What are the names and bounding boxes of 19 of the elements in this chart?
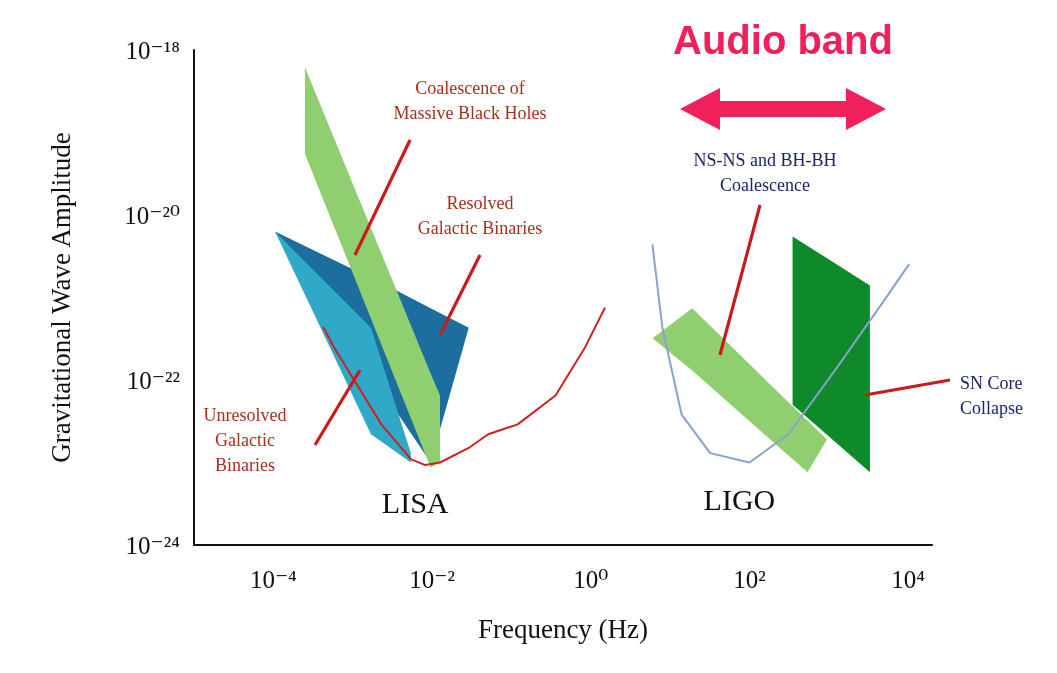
y-tick-label: 10⁻²⁰ [124,201,180,229]
x-tick-label: 10⁻² [409,566,455,593]
series-label: LIGO [703,483,776,516]
x-tick-label: 10² [733,566,766,593]
annotation: Unresolved Galactic Binaries [203,405,287,475]
annotation: Resolved Galactic Binaries [417,192,543,238]
x-tick-label: 10⁴ [891,566,926,593]
x-axis-title: Frequency (Hz) [477,613,649,644]
y-tick-label: 10⁻¹⁸ [125,36,180,64]
annotation: Audio band [673,18,893,62]
text: SN Core Collapse [960,372,1023,418]
x-tick-label: 10⁰ [573,566,609,593]
series-label: LISA [381,485,449,519]
annotation: Coalescence of Massive Black Holes [393,77,547,123]
annotation: NS-NS and BH-BH Coalescence [693,149,837,195]
y-axis-title: Gravitational Wave Amplitude [45,132,76,463]
x-tick-label: 10⁻⁴ [249,566,298,593]
y-tick-label: 10⁻²⁴ [125,531,181,559]
y-tick-label: 10⁻²² [126,366,180,394]
